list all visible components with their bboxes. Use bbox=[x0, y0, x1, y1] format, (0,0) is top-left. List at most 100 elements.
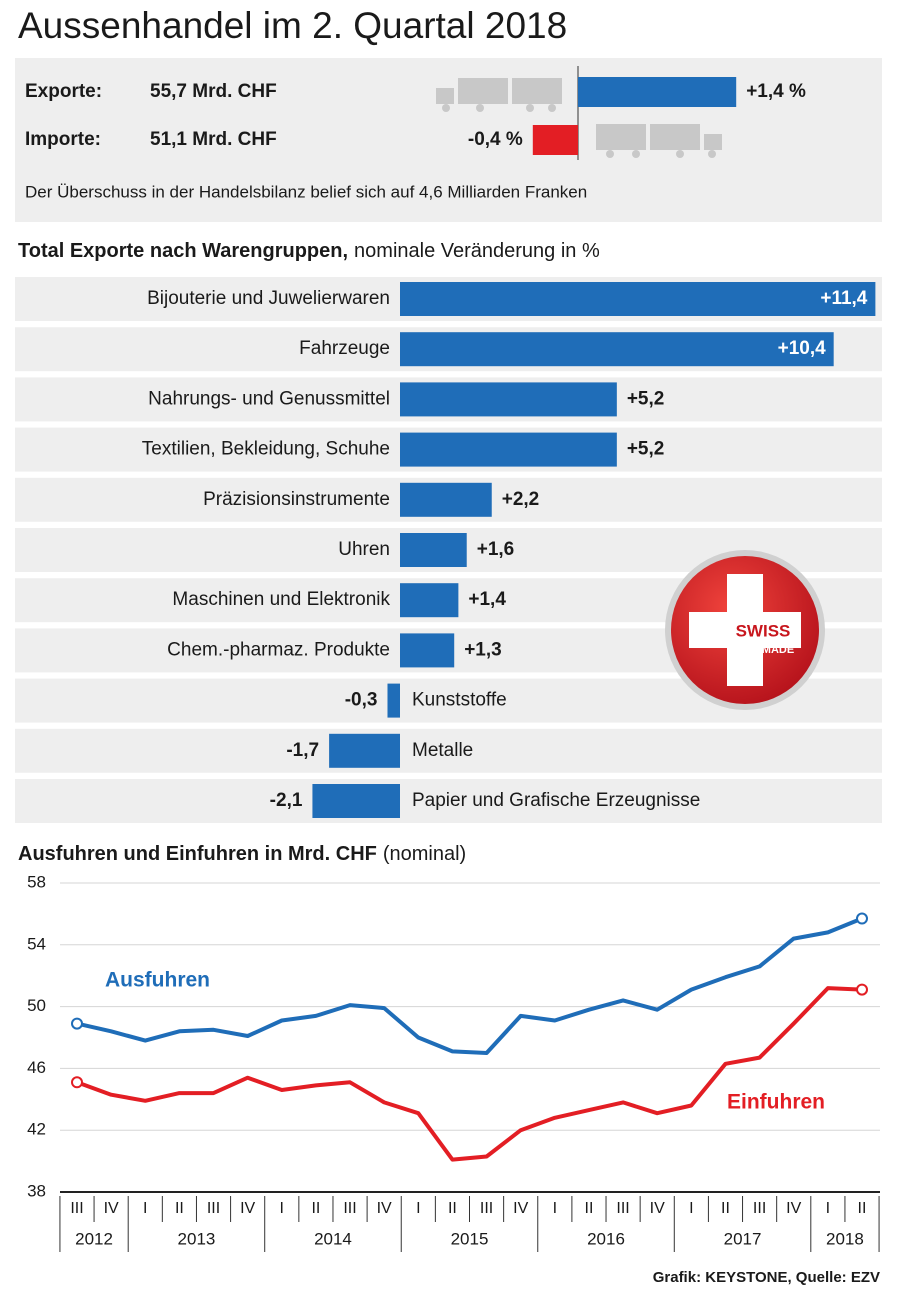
x-tick-label: II bbox=[175, 1200, 184, 1217]
year-label: 2015 bbox=[451, 1229, 489, 1248]
category-label: Kunststoffe bbox=[412, 690, 507, 711]
x-tick-label: IV bbox=[240, 1200, 255, 1217]
category-label: Chem.-pharmaz. Produkte bbox=[167, 639, 390, 660]
summary-panel bbox=[15, 58, 882, 222]
annotation: Der Überschuss in der Handelsbilanz beli… bbox=[25, 182, 587, 201]
x-tick-label: II bbox=[311, 1200, 320, 1217]
category-label: Textilien, Bekleidung, Schuhe bbox=[142, 439, 390, 460]
badge-text: SWISS bbox=[736, 621, 791, 640]
category-label: Exporte: bbox=[25, 81, 102, 102]
x-tick-label: III bbox=[616, 1200, 629, 1217]
x-tick-label: III bbox=[70, 1200, 83, 1217]
x-tick-label: II bbox=[721, 1200, 730, 1217]
category-label: Importe: bbox=[25, 129, 101, 150]
category-label: Metalle bbox=[412, 740, 473, 761]
value-label: +10,4 bbox=[778, 338, 827, 359]
value-label: +1,3 bbox=[464, 639, 502, 660]
y-tick-label: 42 bbox=[27, 1120, 46, 1139]
x-tick-label: IV bbox=[513, 1200, 528, 1217]
x-tick-label: I bbox=[689, 1200, 693, 1217]
bar bbox=[400, 432, 617, 467]
y-tick-label: 54 bbox=[27, 934, 46, 953]
end-point bbox=[71, 1076, 83, 1089]
value-label: +1,4 % bbox=[746, 81, 806, 102]
row-background bbox=[15, 779, 882, 823]
x-tick-label: I bbox=[143, 1200, 147, 1217]
value-label: +2,2 bbox=[502, 489, 540, 510]
category-label: Papier und Grafische Erzeugnisse bbox=[412, 790, 700, 811]
x-tick-label: I bbox=[826, 1200, 830, 1217]
year-label: 2012 bbox=[75, 1229, 113, 1248]
bar bbox=[400, 332, 834, 367]
bar bbox=[400, 482, 492, 517]
line-chart-title: Ausfuhren und Einfuhren in Mrd. CHF bbox=[18, 843, 377, 865]
bar bbox=[400, 533, 467, 567]
source: Grafik: KEYSTONE, Quelle: EZV bbox=[653, 1269, 880, 1286]
series-line bbox=[76, 916, 863, 1055]
x-tick-label: IV bbox=[650, 1200, 665, 1217]
x-tick-label: III bbox=[343, 1200, 356, 1217]
y-tick-label: 58 bbox=[27, 872, 46, 891]
page-title: Aussenhandel im 2. Quartal 2018 bbox=[18, 5, 567, 46]
value-label: -0,4 % bbox=[468, 129, 523, 150]
value-label: +11,4 bbox=[820, 288, 867, 309]
x-tick-label: IV bbox=[377, 1200, 392, 1217]
category-label: Präzisionsinstrumente bbox=[203, 489, 390, 510]
bar bbox=[400, 583, 459, 618]
truck-icons bbox=[436, 78, 722, 158]
category-label: Fahrzeuge bbox=[299, 338, 390, 359]
end-point bbox=[856, 912, 868, 925]
bar bbox=[387, 683, 400, 718]
year-label: 2018 bbox=[826, 1229, 864, 1248]
x-tick-label: II bbox=[858, 1200, 867, 1217]
value-label: +5,2 bbox=[627, 439, 665, 460]
y-tick-label: 38 bbox=[27, 1181, 46, 1200]
x-tick-label: I bbox=[280, 1200, 284, 1217]
category-label: Uhren bbox=[338, 539, 390, 560]
x-tick-label: II bbox=[585, 1200, 594, 1217]
value-label: +5,2 bbox=[627, 388, 665, 409]
line-chart-subtitle: (nominal) bbox=[383, 843, 466, 865]
bar bbox=[578, 77, 737, 107]
value-label: +1,4 bbox=[468, 589, 506, 610]
bar bbox=[400, 633, 455, 668]
value-label: -1,7 bbox=[286, 740, 319, 761]
bar-chart-heading: Total Exporte nach Warengruppen, nominale… bbox=[18, 240, 600, 262]
bar bbox=[400, 282, 876, 316]
end-point bbox=[856, 983, 868, 996]
series-line bbox=[76, 986, 863, 1162]
amount-label: 55,7 Mrd. CHF bbox=[150, 81, 277, 102]
x-tick-label: III bbox=[753, 1200, 766, 1217]
x-tick-label: IV bbox=[786, 1200, 801, 1217]
end-point bbox=[71, 1017, 83, 1030]
y-tick-label: 50 bbox=[27, 996, 46, 1015]
year-label: 2013 bbox=[178, 1229, 216, 1248]
x-tick-label: II bbox=[448, 1200, 457, 1217]
x-tick-label: I bbox=[416, 1200, 420, 1217]
x-tick-label: I bbox=[553, 1200, 557, 1217]
row-background bbox=[15, 728, 882, 773]
amount-label: 51,1 Mrd. CHF bbox=[150, 129, 277, 150]
x-tick-label: III bbox=[207, 1200, 220, 1217]
series-label: Einfuhren bbox=[727, 1091, 825, 1114]
badge-text: MADE bbox=[762, 644, 794, 656]
category-label: Nahrungs- und Genussmittel bbox=[148, 388, 390, 409]
x-tick-label: III bbox=[480, 1200, 493, 1217]
year-label: 2016 bbox=[587, 1229, 625, 1248]
bar-chart-subtitle: nominale Veränderung in % bbox=[354, 240, 600, 262]
bar bbox=[329, 733, 400, 768]
swiss-made-badge: SWISS MADE bbox=[665, 550, 825, 710]
x-tick-label: IV bbox=[104, 1200, 119, 1217]
year-label: 2017 bbox=[724, 1229, 762, 1248]
value-label: -0,3 bbox=[345, 690, 378, 711]
bar-chart-title: Total Exporte nach Warengruppen, bbox=[18, 240, 348, 262]
y-tick-label: 46 bbox=[27, 1058, 46, 1077]
category-label: Bijouterie und Juwelierwaren bbox=[147, 288, 390, 309]
year-label: 2014 bbox=[314, 1229, 352, 1248]
bar bbox=[400, 382, 617, 417]
bar bbox=[532, 125, 578, 155]
line-chart-heading: Ausfuhren und Einfuhren in Mrd. CHF (nomi… bbox=[18, 843, 466, 865]
series-label: Ausfuhren bbox=[105, 969, 210, 992]
bar bbox=[312, 784, 400, 818]
